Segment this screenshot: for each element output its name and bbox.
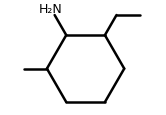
- Text: H₂N: H₂N: [39, 3, 63, 16]
